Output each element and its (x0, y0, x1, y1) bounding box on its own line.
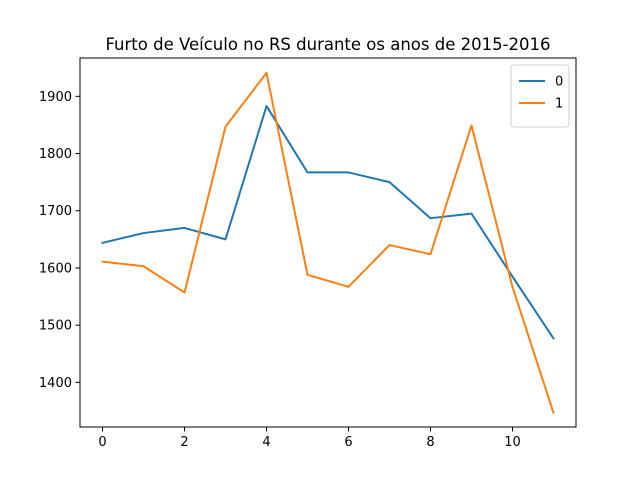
y-tick-label: 1800 (39, 147, 72, 162)
legend: 01 (510, 64, 570, 128)
x-tick-label: 6 (344, 435, 352, 450)
x-tick-label: 4 (262, 435, 270, 450)
y-tick-label: 1900 (39, 90, 72, 105)
y-tick-label: 1500 (39, 319, 72, 334)
y-tick-label: 1400 (39, 376, 72, 391)
x-tick-label: 10 (504, 435, 521, 450)
axes-frame (79, 57, 577, 428)
series-line-1 (101, 71, 555, 414)
legend-label-series-1: 1 (555, 97, 563, 112)
x-tick-label: 8 (426, 435, 434, 450)
y-tick-label: 1700 (39, 204, 72, 219)
chart-title: Furto de Veículo no RS durante os anos d… (105, 35, 550, 54)
x-tick-label: 2 (180, 435, 188, 450)
plot-area (101, 71, 555, 414)
x-tick-label: 0 (98, 435, 106, 450)
series-line-0 (101, 105, 555, 340)
y-tick-label: 1600 (39, 261, 72, 276)
legend-label-series-0: 0 (555, 75, 563, 90)
